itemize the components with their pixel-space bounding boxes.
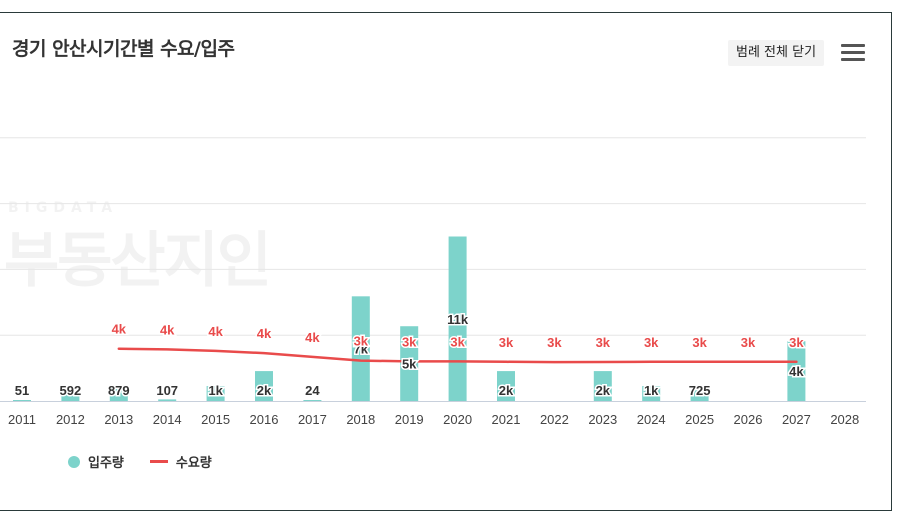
x-tick-label-2019: 2019: [395, 412, 424, 427]
x-tick-label-2027: 2027: [782, 412, 811, 427]
x-tick-label-2028: 2028: [830, 412, 859, 427]
bar-label-2014: 107: [156, 383, 178, 398]
demand-label-2017: 4k: [305, 330, 320, 345]
bar-label-2017: 24: [305, 383, 320, 398]
x-tick-label-2017: 2017: [298, 412, 327, 427]
bar-2014: [158, 399, 177, 401]
demand-label-2019: 3k: [402, 334, 417, 349]
bar-label-2024: 1k: [644, 383, 659, 398]
legend-toggle-button[interactable]: 범례 전체 닫기: [728, 40, 825, 66]
x-tick-label-2012: 2012: [56, 412, 85, 427]
bar-label-2023: 2k: [596, 383, 611, 398]
bar-2025: [690, 390, 709, 401]
x-tick-label-2014: 2014: [153, 412, 182, 427]
bar-label-2027: 4k: [789, 364, 804, 379]
bar-label-2021: 2k: [499, 383, 514, 398]
bar-2021: [497, 371, 515, 401]
bar-2023: [593, 371, 612, 401]
bar-2013: [109, 387, 128, 401]
bar-label-2013: 879: [108, 383, 130, 398]
x-tick-label-2015: 2015: [201, 412, 230, 427]
x-tick-label-2021: 2021: [492, 412, 521, 427]
bar-label-2019: 5k: [402, 357, 417, 372]
bar-2017: [303, 400, 322, 401]
demand-label-2023: 3k: [596, 335, 611, 350]
demand-label-2018: 3k: [354, 334, 369, 349]
bar-2024: [642, 386, 661, 401]
bar-label-2018: 7k: [354, 342, 369, 357]
bar-label-2015: 1k: [208, 383, 223, 398]
bar-2015: [206, 386, 225, 401]
x-tick-label-2023: 2023: [588, 412, 617, 427]
demand-label-2021: 3k: [499, 335, 514, 350]
demand-label-2016: 4k: [257, 326, 272, 341]
demand-label-2026: 3k: [741, 335, 756, 350]
demand-label-2027: 3k: [789, 335, 804, 350]
legend-item-demand[interactable]: 수요량: [149, 452, 212, 471]
bar-2020: [448, 236, 467, 401]
bar-2018: [351, 296, 370, 401]
watermark-text-ko: 부동산지인: [4, 226, 272, 296]
bar-2012: [61, 392, 80, 401]
x-tick-label-2020: 2020: [443, 412, 472, 427]
chart-legend: 입주량 수요량: [68, 452, 212, 471]
bar-label-2011: 51: [15, 383, 29, 398]
demand-label-2025: 3k: [692, 335, 707, 350]
legend-item-supply[interactable]: 입주량: [68, 452, 124, 471]
legend-label-supply: 입주량: [88, 456, 124, 471]
x-tick-label-2025: 2025: [685, 412, 714, 427]
bar-2011: [13, 400, 31, 401]
demand-label-2022: 3k: [547, 335, 562, 350]
bar-2016: [255, 371, 273, 401]
demand-line: [117, 347, 798, 364]
bar-2019: [400, 326, 419, 401]
x-tick-label-2013: 2013: [104, 412, 133, 427]
demand-label-2015: 4k: [208, 324, 223, 339]
x-tick-label-2024: 2024: [637, 412, 666, 427]
demand-label-2020: 3k: [450, 334, 465, 349]
legend-line-icon: [149, 460, 168, 463]
demand-label-2013: 4k: [112, 322, 127, 337]
chart-title: 경기 안산시기간별 수요/입주: [12, 38, 235, 60]
x-tick-label-2011: 2011: [8, 412, 36, 427]
legend-dot-icon: [68, 455, 80, 468]
legend-label-demand: 수요량: [175, 456, 212, 471]
x-tick-label-2022: 2022: [540, 412, 569, 427]
demand-label-2024: 3k: [644, 335, 659, 350]
bar-label-2020: 11k: [447, 312, 469, 327]
x-tick-label-2016: 2016: [250, 412, 279, 427]
x-tick-label-2026: 2026: [734, 412, 763, 427]
bar-label-2025: 725: [689, 383, 711, 398]
bar-label-2016: 2k: [257, 383, 272, 398]
chart-container: [0, 12, 892, 511]
hamburger-menu-icon[interactable]: [841, 44, 865, 64]
bar-label-2012: 592: [60, 383, 82, 398]
bar-2027: [787, 341, 806, 401]
demand-label-2014: 4k: [160, 322, 175, 337]
x-tick-label-2018: 2018: [346, 412, 375, 427]
